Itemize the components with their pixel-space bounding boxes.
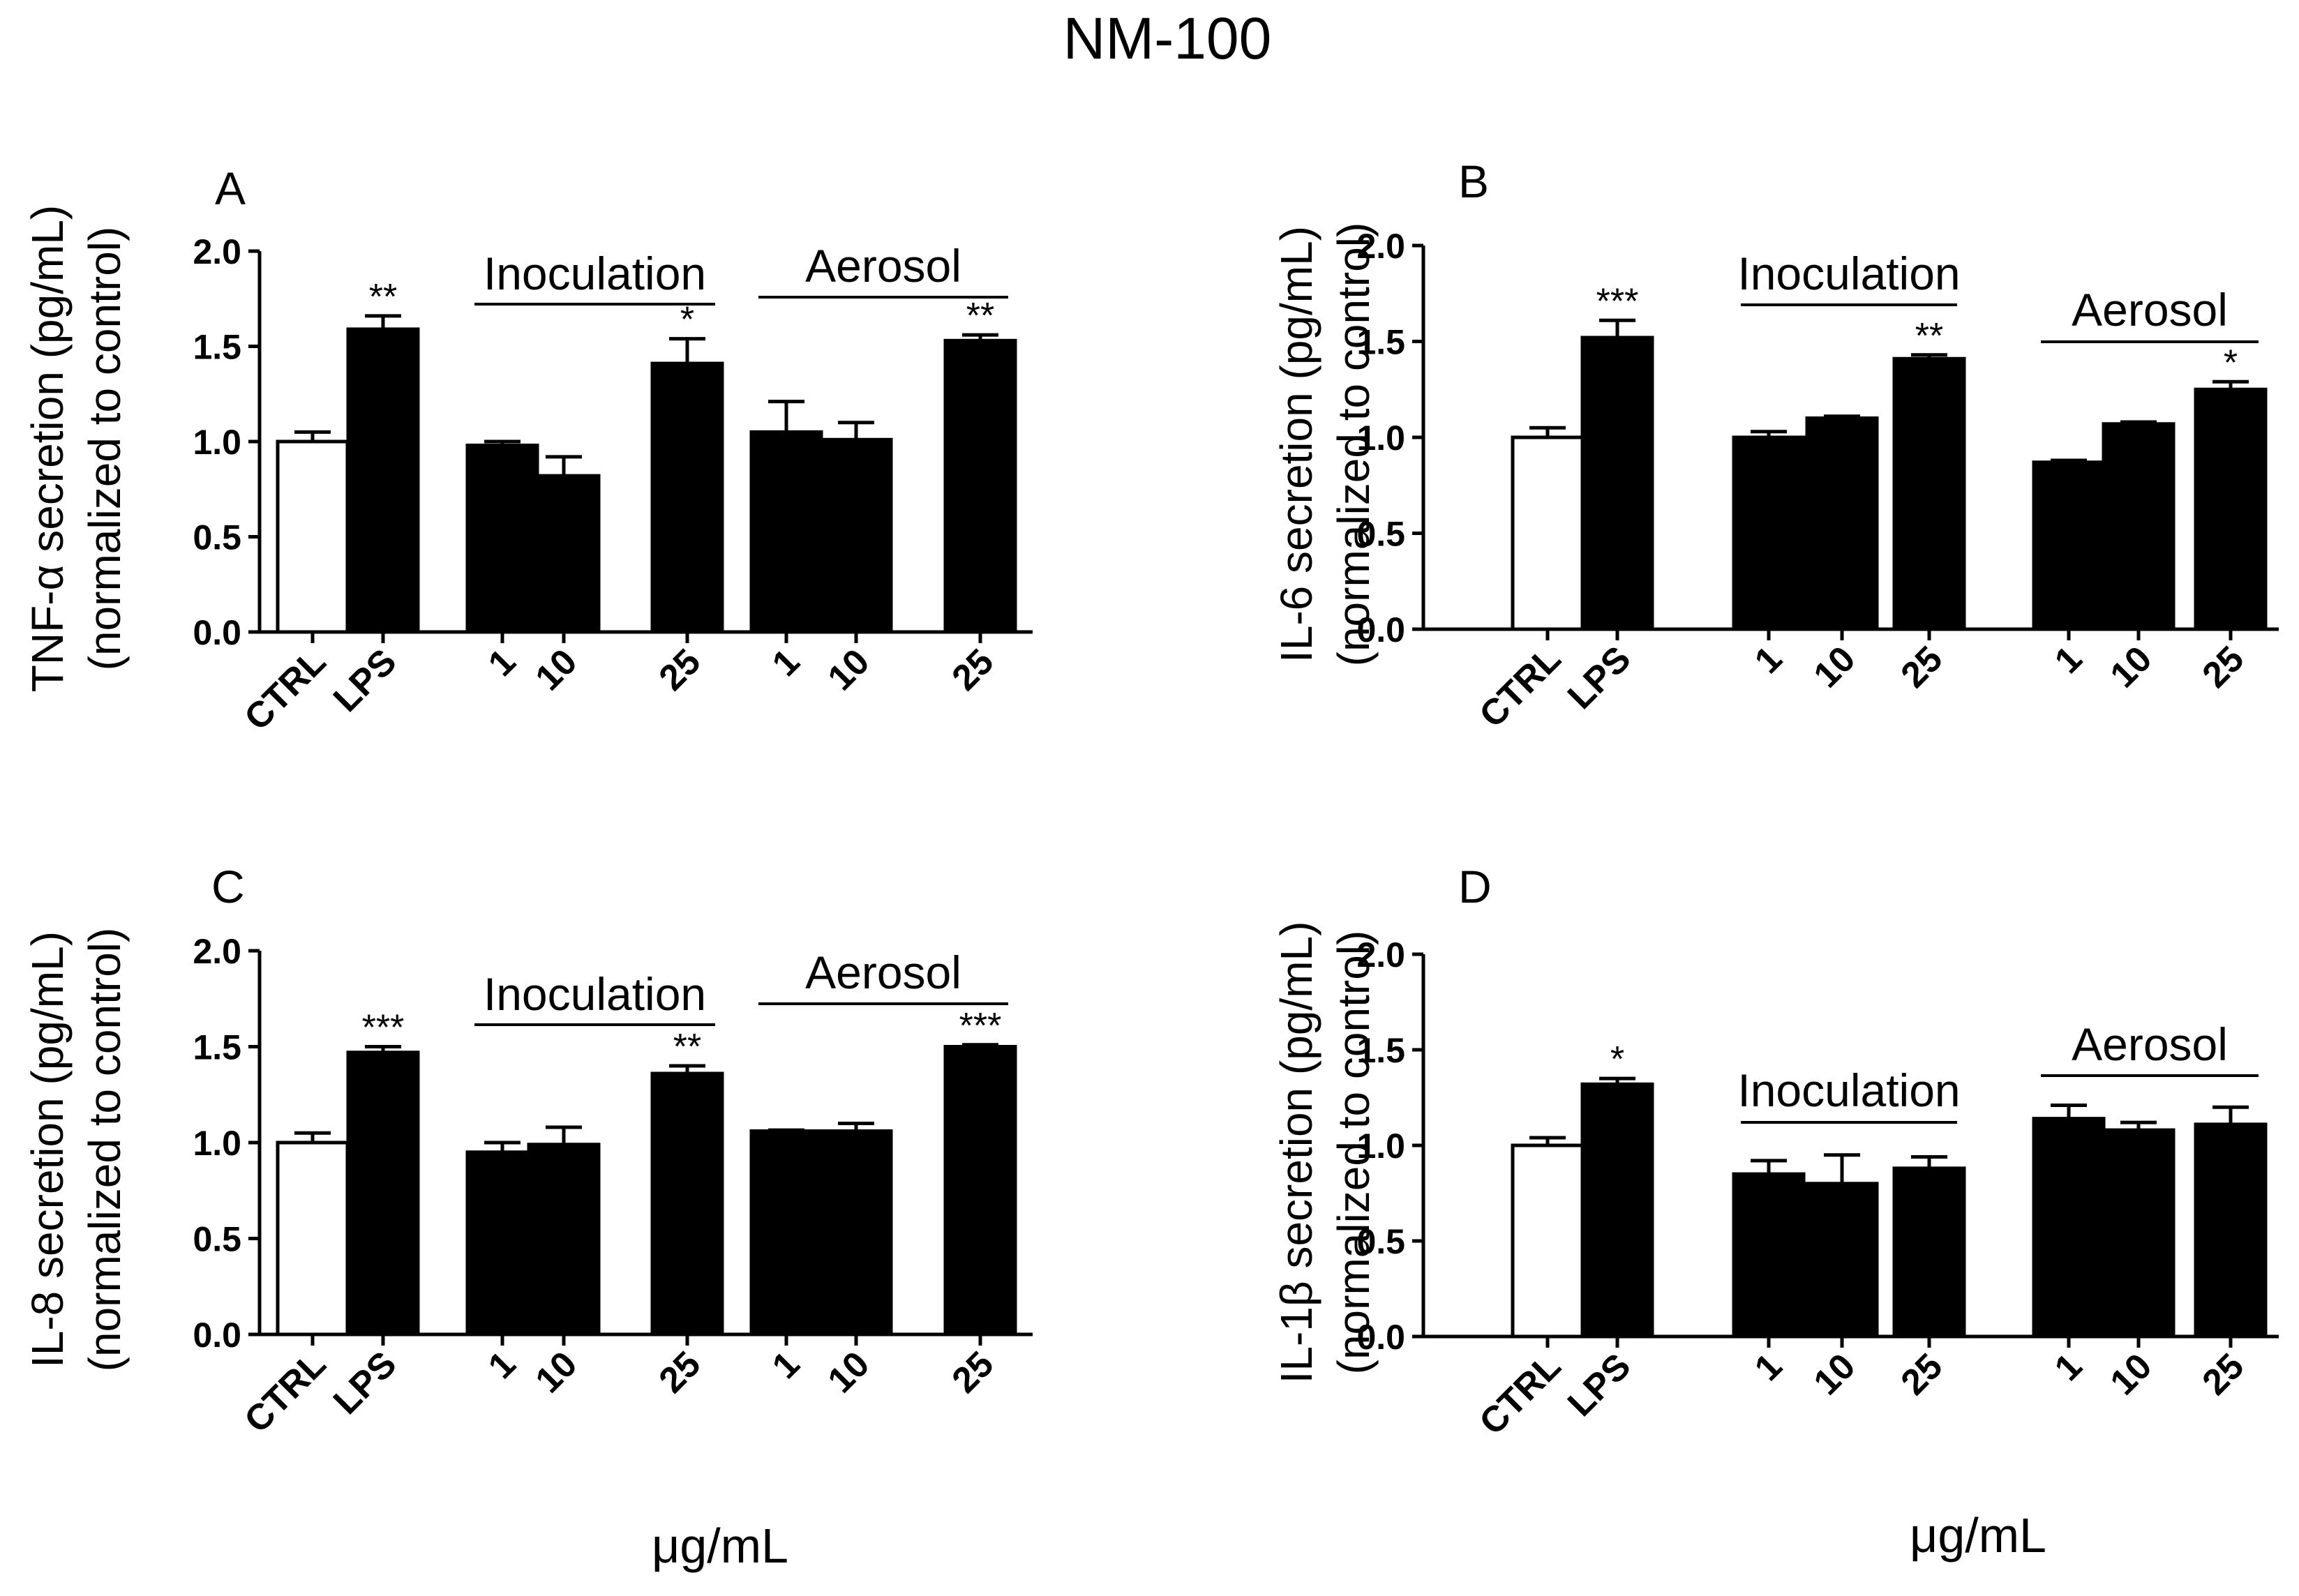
significance-mark: ** <box>673 1027 701 1067</box>
bar-aerosol-10 <box>2102 422 2176 631</box>
bar-aerosol-10 <box>819 1129 893 1337</box>
y-tick-label: 1.0 <box>1356 1127 1405 1166</box>
bar-aerosol-1 <box>749 1129 823 1337</box>
significance-mark: ** <box>966 296 994 336</box>
bar-inoculation-10 <box>1805 1182 1879 1339</box>
significance-mark: * <box>680 300 694 340</box>
group-label-aerosol: Aerosol <box>2072 284 2228 336</box>
bar-inoculation-25 <box>1892 1166 1966 1339</box>
x-unit-label-right: μg/mL <box>1910 1508 2046 1563</box>
significance-mark: ** <box>369 277 397 317</box>
y-axis-title: IL-6 secretion (pg/mL) <box>1271 226 1321 663</box>
panel-letter: B <box>1458 156 1489 207</box>
bar-lps <box>346 327 420 634</box>
bar-aerosol-10 <box>2102 1128 2176 1339</box>
bar-ctrl <box>1511 435 1585 631</box>
bar-aerosol-1 <box>2032 1117 2106 1339</box>
significance-mark: *** <box>1596 281 1639 322</box>
significance-mark: ** <box>1915 316 1943 356</box>
bar-inoculation-10 <box>527 1143 601 1337</box>
bar-lps <box>1580 336 1654 631</box>
y-tick-label: 1.0 <box>193 423 241 462</box>
x-unit-label-left: μg/mL <box>652 1519 788 1573</box>
bar-aerosol-25 <box>2194 387 2268 631</box>
bar-inoculation-1 <box>1732 1172 1806 1339</box>
bar-ctrl <box>276 1140 350 1337</box>
bar-inoculation-1 <box>465 443 539 634</box>
y-tick-label: 0.0 <box>1356 610 1405 649</box>
group-label-aerosol: Aerosol <box>2072 1018 2228 1070</box>
y-tick-label: 1.5 <box>193 328 241 367</box>
y-axis-title: IL-8 secretion (pg/mL) <box>22 931 73 1368</box>
group-label-inoculation: Inoculation <box>484 968 706 1020</box>
significance-mark: * <box>1610 1039 1624 1080</box>
y-tick-label: 2.0 <box>193 932 241 971</box>
bar-ctrl <box>1511 1143 1585 1339</box>
y-axis-title: TNF-α secretion (pg/mL) <box>22 205 73 692</box>
significance-mark: * <box>2224 342 2238 383</box>
y-tick-label: 1.5 <box>1356 1031 1405 1070</box>
y-tick-label: 1.5 <box>1356 323 1405 362</box>
panel-letter: D <box>1458 861 1492 912</box>
bar-aerosol-10 <box>819 437 893 634</box>
bar-inoculation-25 <box>1892 356 1966 631</box>
bar-aerosol-25 <box>2194 1122 2268 1339</box>
y-axis-subtitle: (normalized to control) <box>80 227 130 671</box>
y-axis-subtitle: (normalized to control) <box>80 928 130 1372</box>
y-tick-label: 0.0 <box>193 1316 241 1355</box>
y-tick-label: 0.5 <box>193 1220 241 1259</box>
panel-letter: C <box>211 861 245 912</box>
bar-lps <box>346 1051 420 1337</box>
y-axis-subtitle: (normalized to control) <box>1328 931 1379 1375</box>
bar-aerosol-25 <box>943 1045 1017 1337</box>
bar-inoculation-25 <box>650 361 724 634</box>
significance-mark: *** <box>959 1006 1002 1046</box>
figure-title: NM-100 <box>1063 6 1272 71</box>
y-tick-label: 2.0 <box>193 232 241 271</box>
bar-aerosol-1 <box>2032 460 2106 631</box>
y-tick-label: 0.0 <box>1356 1318 1405 1357</box>
bar-aerosol-1 <box>749 430 823 634</box>
bar-inoculation-10 <box>1805 416 1879 631</box>
panel-letter: A <box>215 163 246 214</box>
bar-inoculation-10 <box>527 474 601 634</box>
bar-aerosol-25 <box>943 338 1017 634</box>
y-axis-title: IL-1β secretion (pg/mL) <box>1271 921 1321 1384</box>
bar-inoculation-1 <box>465 1150 539 1337</box>
significance-mark: *** <box>362 1008 405 1048</box>
group-label-aerosol: Aerosol <box>805 947 961 998</box>
y-tick-label: 2.0 <box>1356 227 1405 266</box>
y-axis-subtitle: (normalized to control) <box>1328 223 1379 667</box>
y-tick-label: 1.0 <box>193 1124 241 1163</box>
group-label-inoculation: Inoculation <box>484 248 706 299</box>
group-label-aerosol: Aerosol <box>805 240 961 292</box>
y-tick-label: 0.5 <box>1356 1222 1405 1261</box>
group-label-inoculation: Inoculation <box>1737 1064 1960 1116</box>
y-tick-label: 1.0 <box>1356 419 1405 458</box>
bar-lps <box>1580 1082 1654 1339</box>
group-label-inoculation: Inoculation <box>1737 248 1960 299</box>
bar-inoculation-25 <box>650 1071 724 1337</box>
bar-ctrl <box>276 439 350 634</box>
y-tick-label: 0.0 <box>193 613 241 652</box>
y-tick-label: 0.5 <box>193 518 241 557</box>
y-tick-label: 1.5 <box>193 1028 241 1067</box>
y-tick-label: 0.5 <box>1356 515 1405 554</box>
bar-inoculation-1 <box>1732 435 1806 631</box>
y-tick-label: 2.0 <box>1356 935 1405 974</box>
